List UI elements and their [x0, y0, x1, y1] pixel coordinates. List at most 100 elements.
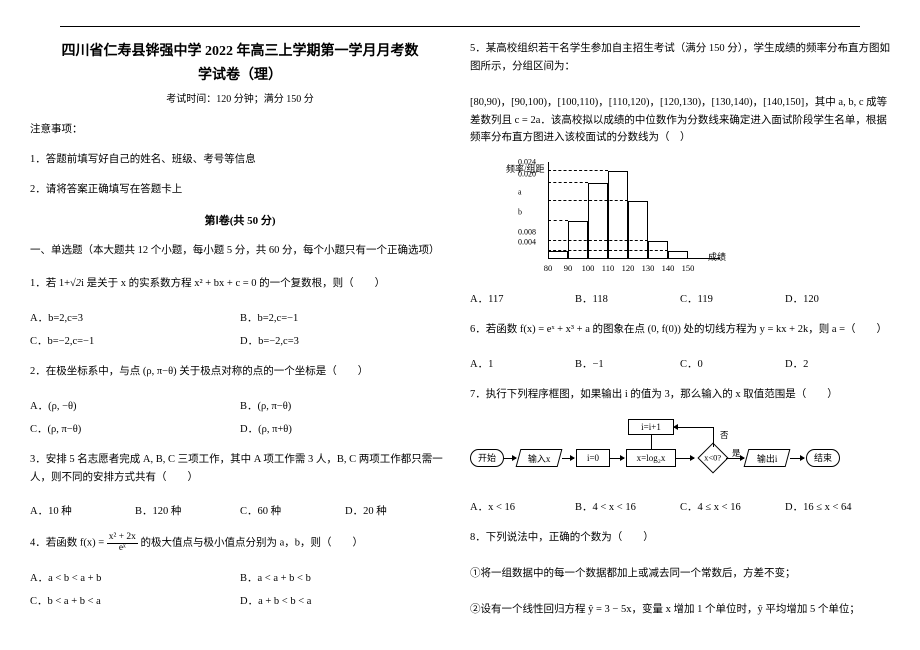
- hist-bar: [548, 251, 568, 259]
- q5-option-a: A．117: [470, 287, 575, 310]
- q3-option-c: C．60 种: [240, 499, 345, 522]
- flow-arrow-6: [790, 458, 804, 459]
- q1-option-a: A．b=2,c=3: [30, 306, 240, 329]
- q1-text-a: 1．若 1+: [30, 278, 70, 289]
- right-column: 5．某高校组织若干名学生参加自主招生考试（满分 150 分），学生成绩的频率分布…: [470, 20, 890, 640]
- q1-sqrt: √2: [70, 278, 81, 289]
- page: 四川省仁寿县铧强中学 2022 年高三上学期第一学月月考数 学试卷（理） 考试时…: [0, 0, 920, 650]
- q5-option-d: D．120: [785, 287, 890, 310]
- question-2: 2．在极坐标系中，与点 (ρ, π−θ) 关于极点对称的点的一个坐标是（ ）: [30, 363, 450, 381]
- q4-den: eˣ: [107, 544, 138, 553]
- chart-xlabel: 成绩: [708, 250, 726, 263]
- flow-varrow-no: [713, 427, 714, 447]
- q3-options: A．10 种 B．120 种 C．60 种 D．20 种: [30, 499, 450, 522]
- flow-end: 结束: [806, 449, 840, 467]
- q4-option-b: B．a < a + b < b: [240, 566, 450, 589]
- hist-xtick: 130: [642, 263, 655, 273]
- hist-ytick: 0.020: [518, 170, 536, 179]
- hist-dash: [548, 200, 628, 201]
- flow-arrow-yes: [726, 458, 744, 459]
- hist-xtick: 90: [564, 263, 573, 273]
- hist-bar: [588, 183, 608, 259]
- q2-options: A．(ρ, −θ) B．(ρ, π−θ) C．(ρ, π−θ) D．(ρ, π+…: [30, 394, 450, 440]
- q5-option-c: C．119: [680, 287, 785, 310]
- q6-option-b: B．−1: [575, 352, 680, 375]
- hist-ytick: a: [518, 188, 522, 197]
- hist-dash: [548, 182, 588, 183]
- q4-text-b: 的极大值点与极小值点分别为 a，b，则（ ）: [140, 538, 363, 549]
- q4-option-c: C．b < a + b < a: [30, 589, 240, 612]
- q7-option-b: B．4 < x < 16: [575, 495, 680, 518]
- part1-heading: 第Ⅰ卷(共 50 分): [30, 212, 450, 228]
- question-4: 4．若函数 f(x) = x² + 2x eˣ 的极大值点与极小值点分别为 a，…: [30, 533, 450, 553]
- exam-title-line2: 学试卷（理）: [30, 64, 450, 84]
- q2-option-c: C．(ρ, π−θ): [30, 417, 240, 440]
- notice-2: 2．请将答案正确填写在答题卡上: [30, 182, 450, 198]
- q8-statement-2: ②设有一个线性回归方程 ŷ = 3 − 5x，变量 x 增加 1 个单位时，ŷ …: [470, 601, 890, 619]
- q4-options: A．a < b < a + b B．a < a + b < b C．b < a …: [30, 566, 450, 612]
- flow-arrow-1: [504, 458, 516, 459]
- hist-xtick: 150: [682, 263, 695, 273]
- q4-option-d: D．a + b < b < a: [240, 589, 450, 612]
- question-6: 6．若函数 f(x) = eˣ + x³ + a 的图象在点 (0, f(0))…: [470, 321, 890, 339]
- flow-no-label: 否: [720, 429, 729, 441]
- q7-options: A．x < 16 B．4 < x < 16 C．4 ≤ x < 16 D．16 …: [470, 495, 890, 518]
- hist-ytick: 0.008: [518, 228, 536, 237]
- hist-xtick: 80: [544, 263, 553, 273]
- hist-ytick: 0.004: [518, 238, 536, 247]
- q1-option-b: B．b=2,c=−1: [240, 306, 450, 329]
- flow-cond: x<0?: [697, 442, 728, 473]
- q6-option-c: C．0: [680, 352, 785, 375]
- q7-flowchart: 开始 输入x i=0 x=log₂x x<0? 是 输出i 结束 否 i=i+1: [470, 417, 890, 487]
- q1-options: A．b=2,c=3 B．b=2,c=−1 C．b=−2,c=−1 D．b=−2,…: [30, 306, 450, 352]
- q5-options: A．117 B．118 C．119 D．120: [470, 287, 890, 310]
- part1-description: 一、单选题（本大题共 12 个小题，每小题 5 分，共 60 分，每个小题只有一…: [30, 243, 450, 259]
- q5-option-b: B．118: [575, 287, 680, 310]
- question-5-p2: [80,90)，[90,100)，[100,110)，[110,120)，[12…: [470, 94, 890, 148]
- chart-axis-y: [548, 162, 549, 259]
- hist-xtick: 140: [662, 263, 675, 273]
- q2-option-d: D．(ρ, π+θ): [240, 417, 450, 440]
- q4-option-a: A．a < b < a + b: [30, 566, 240, 589]
- hist-dash: [548, 220, 568, 221]
- hist-dash: [548, 170, 608, 171]
- hist-xtick: 100: [582, 263, 595, 273]
- q7-option-c: C．4 ≤ x < 16: [680, 495, 785, 518]
- flow-arrow-4: [676, 458, 694, 459]
- q8-statement-1: ①将一组数据中的每一个数据都加上或减去同一个常数后，方差不变；: [470, 565, 890, 583]
- flow-varrow-loop: [651, 435, 652, 449]
- q7-option-a: A．x < 16: [470, 495, 575, 518]
- q4-fraction: x² + 2x eˣ: [107, 533, 138, 553]
- flow-ipp: i=i+1: [628, 419, 674, 435]
- exam-meta: 考试时间：120 分钟；满分 150 分: [30, 90, 450, 105]
- question-5-p1: 5．某高校组织若干名学生参加自主招生考试（满分 150 分），学生成绩的频率分布…: [470, 40, 890, 76]
- q3-option-b: B．120 种: [135, 499, 240, 522]
- q3-option-d: D．20 种: [345, 499, 450, 522]
- flow-output: 输出i: [744, 449, 791, 467]
- exam-title-line1: 四川省仁寿县铧强中学 2022 年高三上学期第一学月月考数: [30, 40, 450, 60]
- notice-1: 1．答题前填写好自己的姓名、班级、考号等信息: [30, 152, 450, 168]
- flow-arrow-3: [610, 458, 624, 459]
- left-column: 四川省仁寿县铧强中学 2022 年高三上学期第一学月月考数 学试卷（理） 考试时…: [30, 20, 450, 640]
- q6-option-a: A．1: [470, 352, 575, 375]
- question-1: 1．若 1+√2i 是关于 x 的实系数方程 x² + bx + c = 0 的…: [30, 275, 450, 293]
- question-7: 7．执行下列程序框图，如果输出 i 的值为 3，那么输入的 x 取值范围是（ ）: [470, 386, 890, 404]
- q5-histogram: 频率/组距 成绩 0.0040.008ba0.0200.024809010011…: [510, 162, 720, 277]
- q7-option-d: D．16 ≤ x < 64: [785, 495, 890, 518]
- q1-text-b: i 是关于 x 的实系数方程 x² + bx + c = 0 的一个复数根，则（…: [81, 278, 385, 289]
- q4-text-a: 4．若函数 f(x) =: [30, 538, 107, 549]
- hist-bar: [608, 171, 628, 259]
- notice-heading: 注意事项：: [30, 122, 450, 138]
- top-rule: [60, 26, 860, 27]
- q2-option-a: A．(ρ, −θ): [30, 394, 240, 417]
- hist-ytick: 0.024: [518, 158, 536, 167]
- hist-bar: [668, 251, 688, 259]
- question-3: 3．安排 5 名志愿者完成 A, B, C 三项工作，其中 A 项工作需 3 人…: [30, 451, 450, 487]
- q2-option-b: B．(ρ, π−θ): [240, 394, 450, 417]
- q1-option-d: D．b=−2,c=3: [240, 329, 450, 352]
- flow-i0: i=0: [576, 449, 610, 467]
- flow-input: 输入x: [516, 449, 563, 467]
- q1-option-c: C．b=−2,c=−1: [30, 329, 240, 352]
- flow-arrow-2: [562, 458, 574, 459]
- flow-arrow-no-h: [674, 427, 713, 428]
